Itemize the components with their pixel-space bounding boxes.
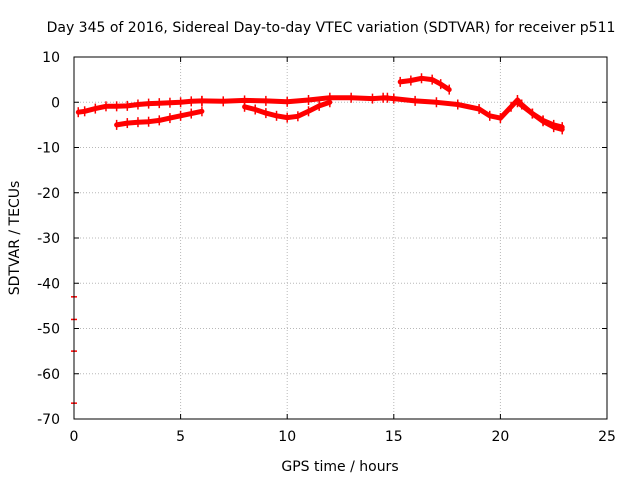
plot-frame bbox=[73, 56, 608, 420]
x-tick-label: 10 bbox=[278, 429, 296, 445]
y-tick-label: -70 bbox=[37, 412, 60, 428]
tick-label-layer: 0 5 10 15 20 25 10 0 -10 -20 -30 -40 -50 -60 -70 bbox=[37, 50, 616, 445]
y-tick-label: 10 bbox=[42, 50, 60, 66]
y-tick-label: -50 bbox=[37, 322, 60, 338]
series-line-arc-1 bbox=[75, 98, 205, 115]
y-tick-label: 0 bbox=[51, 95, 60, 111]
x-tick-label: 15 bbox=[385, 429, 403, 445]
chart-title: Day 345 of 2016, Sidereal Day-to-day VTE… bbox=[47, 20, 616, 36]
x-tick-label: 25 bbox=[598, 429, 616, 445]
y-tick-label: -20 bbox=[37, 186, 60, 202]
y-tick-label: -30 bbox=[37, 231, 60, 247]
x-axis-label: GPS time / hours bbox=[281, 459, 398, 475]
series-line-arc-7 bbox=[397, 75, 452, 93]
data-layer bbox=[71, 73, 565, 404]
y-tick-label: -40 bbox=[37, 276, 60, 292]
y-tick-label: -10 bbox=[37, 141, 60, 157]
x-tick-label: 20 bbox=[491, 429, 509, 445]
y-axis-label: SDTVAR / TECUs bbox=[7, 181, 23, 296]
series-line-arc-5 bbox=[380, 95, 565, 130]
x-tick-label: 0 bbox=[70, 429, 79, 445]
y-tick-label: -60 bbox=[37, 367, 60, 383]
x-tick-label: 5 bbox=[176, 429, 185, 445]
series-line-arc-3 bbox=[199, 95, 390, 105]
